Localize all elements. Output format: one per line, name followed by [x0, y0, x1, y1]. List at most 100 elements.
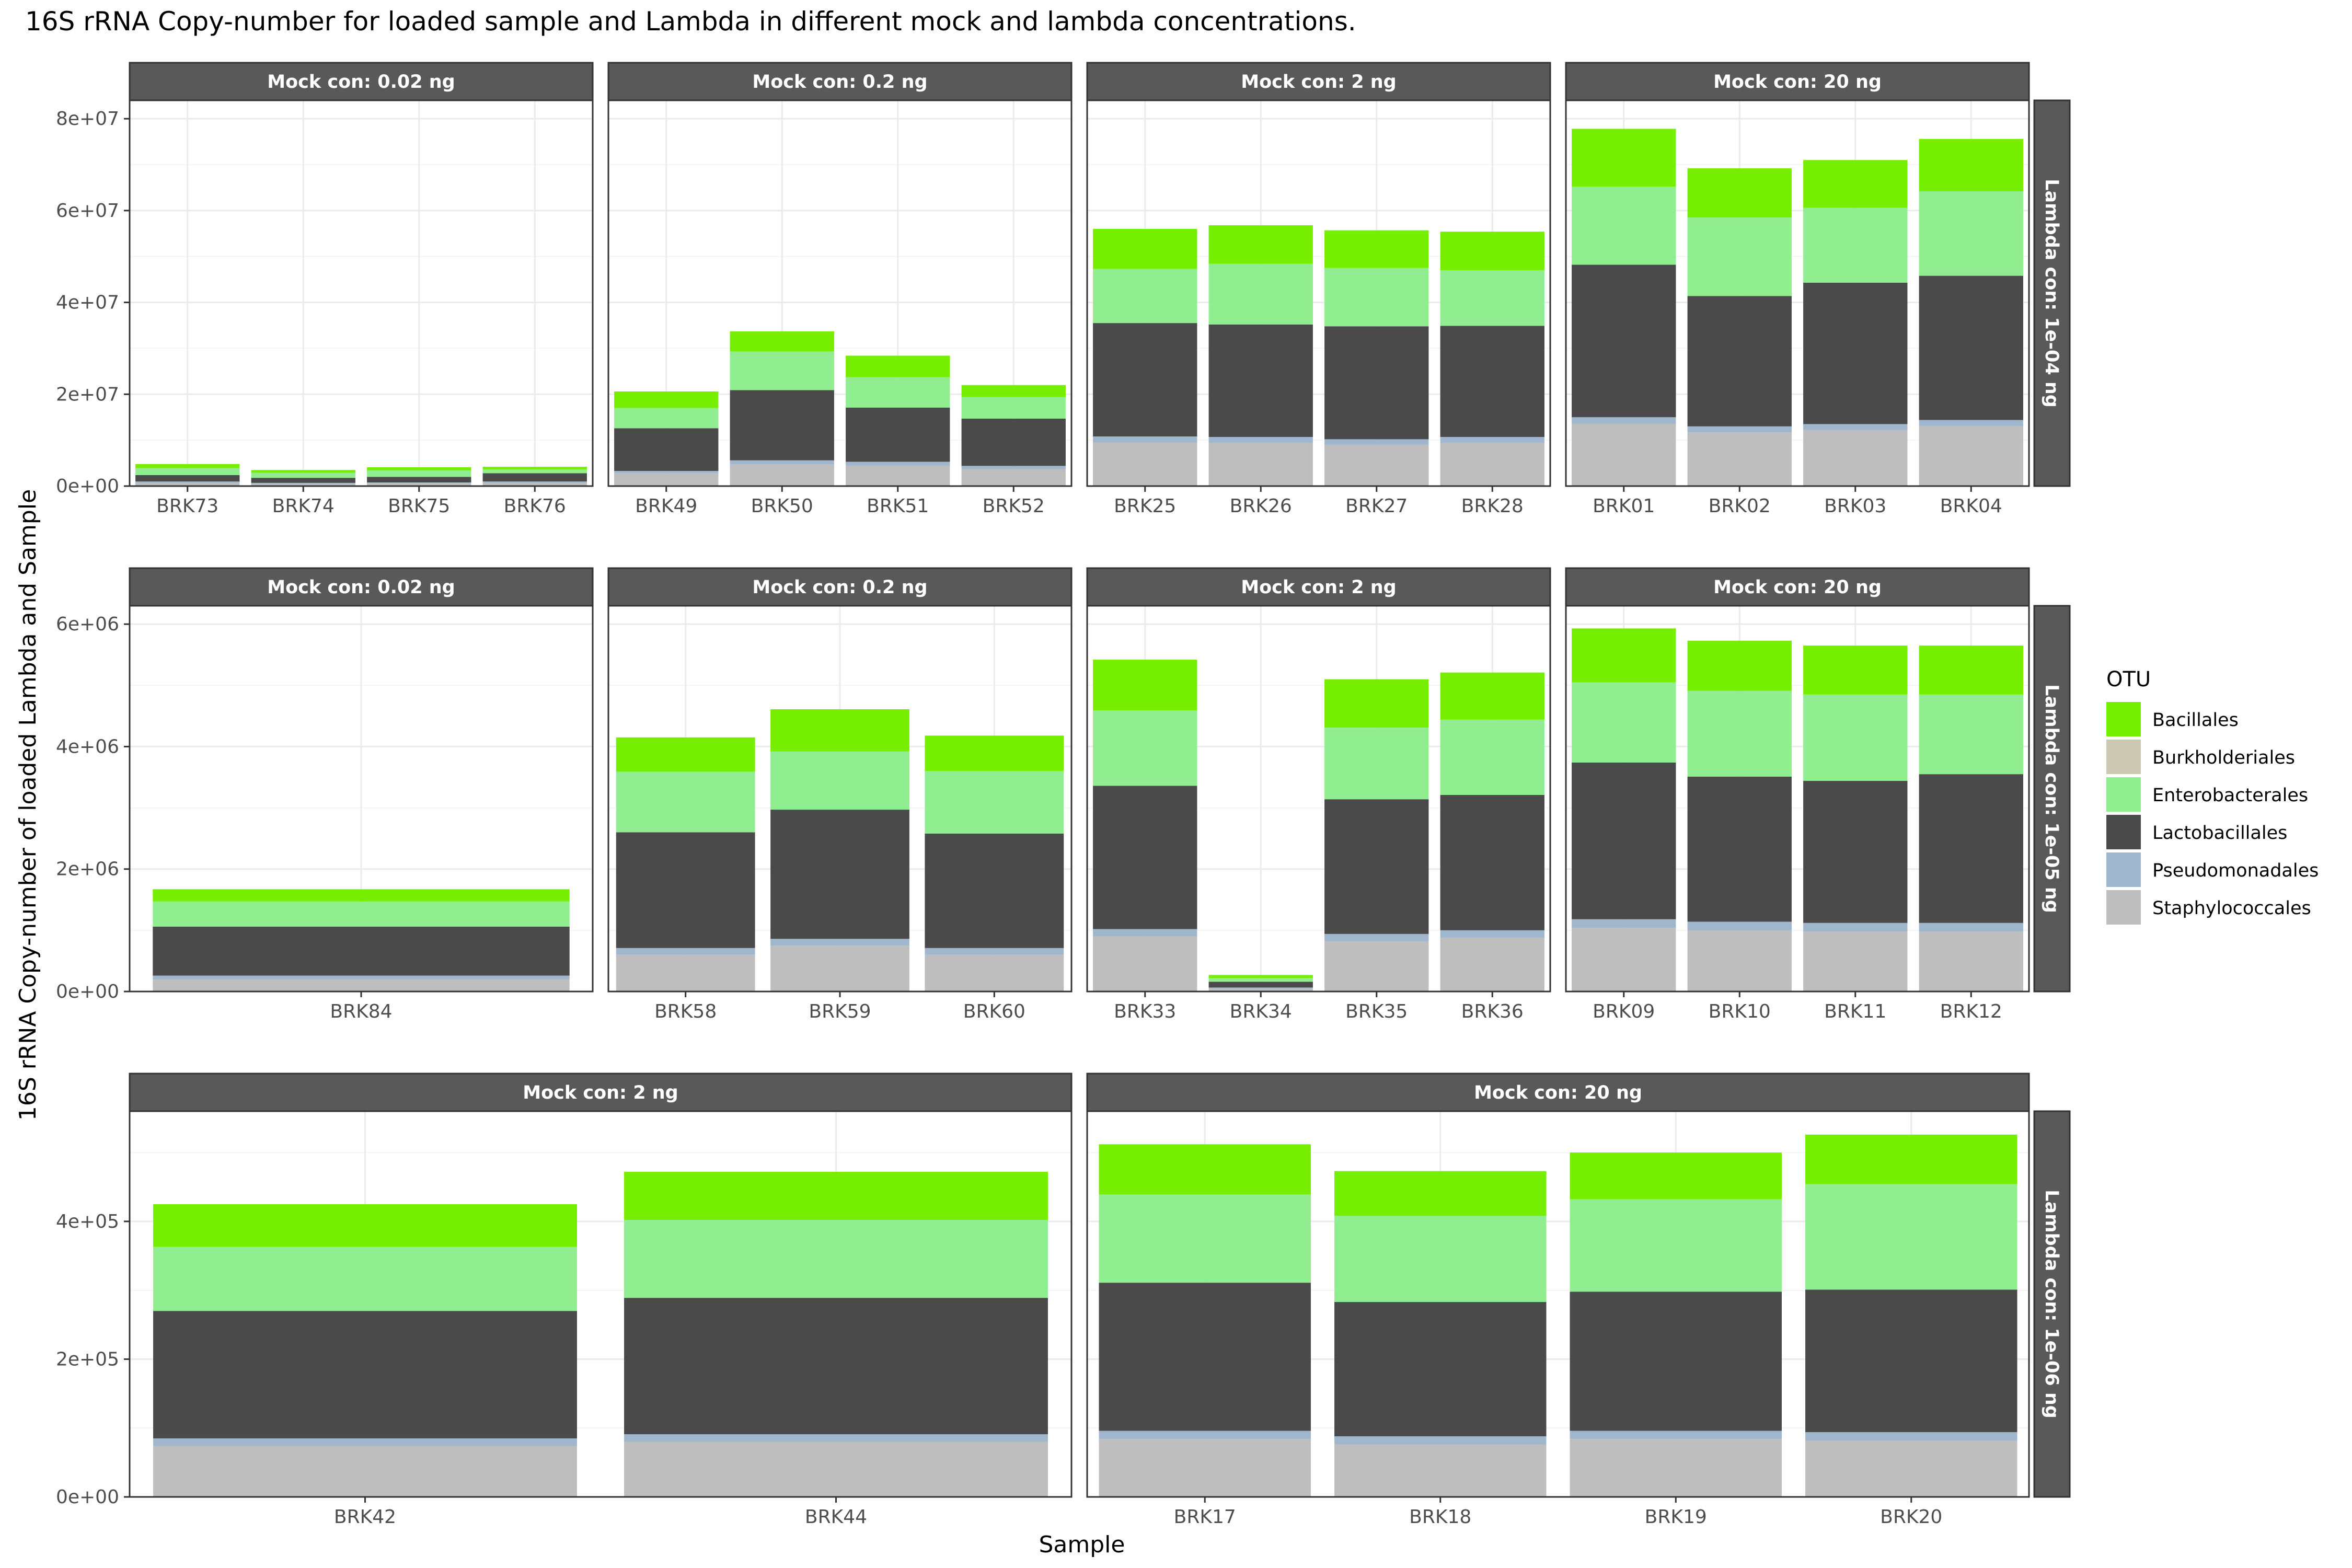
bar-segment-brk18-lactobacillales — [1334, 1302, 1547, 1437]
bar-segment-brk52-pseudomonadales — [961, 466, 1066, 469]
bar-segment-brk01-bacillales — [1572, 129, 1676, 187]
bar-segment-brk60-pseudomonadales — [925, 948, 1064, 955]
bar-segment-brk76-pseudomonadales — [482, 481, 587, 483]
legend-item-burkholderiales: Burkholderiales — [2106, 740, 2295, 774]
bar-segment-brk03-pseudomonadales — [1803, 424, 1908, 430]
bar-brk11 — [1803, 645, 1908, 991]
bar-brk42 — [153, 1204, 577, 1497]
bar-segment-brk09-pseudomonadales — [1572, 919, 1676, 928]
x-tick-label: BRK04 — [1940, 495, 2002, 517]
bar-brk26 — [1208, 225, 1313, 486]
bar-segment-brk19-bacillales — [1570, 1152, 1782, 1200]
x-tick-label: BRK76 — [504, 495, 566, 517]
bar-brk34 — [1208, 975, 1313, 991]
bar-segment-brk33-pseudomonadales — [1093, 929, 1197, 937]
row-strip-label: Lambda con: 1e-04 ng — [2041, 179, 2062, 408]
facet-strip-label: Mock con: 2 ng — [523, 1082, 678, 1103]
bar-segment-brk03-lactobacillales — [1803, 282, 1908, 424]
bar-segment-brk03-enterobacterales — [1803, 207, 1908, 283]
bar-segment-brk51-pseudomonadales — [846, 462, 950, 466]
bar-segment-brk28-lactobacillales — [1440, 326, 1544, 437]
bar-segment-brk20-lactobacillales — [1805, 1289, 2017, 1433]
bar-segment-brk44-pseudomonadales — [624, 1434, 1048, 1442]
bar-segment-brk04-bacillales — [1919, 139, 2023, 191]
bar-segment-brk75-lactobacillales — [367, 477, 471, 482]
bar-segment-brk02-enterobacterales — [1687, 217, 1792, 296]
row-strip — [2033, 1110, 2071, 1498]
facet-strip — [607, 62, 1073, 101]
bar-segment-brk33-lactobacillales — [1093, 786, 1197, 929]
bar-segment-brk26-enterobacterales — [1208, 263, 1313, 325]
bar-segment-brk02-bacillales — [1687, 168, 1792, 218]
legend-label: Pseudomonadales — [2152, 860, 2319, 881]
bar-segment-brk27-pseudomonadales — [1324, 439, 1429, 445]
bar-segment-brk20-pseudomonadales — [1805, 1432, 2017, 1440]
bar-segment-brk34-enterobacterales — [1208, 978, 1313, 982]
legend: OTU Bacillales Burkholderiales Enterobacte… — [2106, 667, 2319, 925]
bar-segment-brk25-bacillales — [1093, 229, 1197, 269]
bar-brk02 — [1687, 168, 1792, 486]
y-tick-label: 6e+07 — [56, 200, 119, 222]
x-tick-label: BRK01 — [1593, 495, 1655, 517]
bar-segment-brk42-bacillales — [153, 1204, 577, 1247]
bar-brk03 — [1803, 160, 1908, 486]
bar-segment-brk25-staphylococcales — [1093, 442, 1197, 486]
x-tick-label: BRK42 — [334, 1506, 396, 1528]
bar-segment-brk60-bacillales — [925, 735, 1064, 771]
row-strip — [2033, 605, 2071, 993]
bar-segment-brk18-pseudomonadales — [1334, 1436, 1547, 1445]
panel-background — [130, 100, 593, 486]
bar-segment-brk36-bacillales — [1440, 672, 1544, 720]
facet-strip-label: Mock con: 2 ng — [1241, 72, 1396, 93]
bar-segment-brk12-lactobacillales — [1919, 774, 2023, 923]
bar-segment-brk10-bacillales — [1687, 640, 1792, 691]
bar-segment-brk42-staphylococcales — [153, 1446, 577, 1497]
bar-segment-brk74-bacillales — [251, 470, 355, 473]
bar-brk33 — [1093, 660, 1197, 991]
legend-key-lactobacillales — [2106, 815, 2141, 849]
bar-segment-brk17-lactobacillales — [1099, 1283, 1311, 1431]
bar-segment-brk34-staphylococcales — [1208, 988, 1313, 991]
bar-brk50 — [730, 331, 834, 486]
bar-segment-brk27-bacillales — [1324, 230, 1429, 268]
y-tick-label: 4e+06 — [56, 736, 119, 757]
bar-segment-brk73-bacillales — [135, 464, 240, 468]
bar-segment-brk84-enterobacterales — [153, 901, 570, 927]
bar-segment-brk18-enterobacterales — [1334, 1216, 1547, 1302]
bar-brk74 — [251, 470, 355, 486]
x-tick-label: BRK36 — [1461, 1001, 1524, 1022]
facet-strip — [129, 62, 594, 101]
bar-segment-brk44-staphylococcales — [624, 1442, 1048, 1497]
legend-items: Bacillales Burkholderiales Enterobacterale… — [2106, 702, 2319, 925]
bar-brk25 — [1093, 229, 1197, 486]
legend-key-bacillales — [2106, 702, 2141, 736]
y-tick-label: 0e+00 — [56, 476, 119, 497]
bar-segment-brk74-enterobacterales — [251, 472, 355, 478]
legend-item-bacillales: Bacillales — [2106, 702, 2239, 736]
bar-segment-brk74-pseudomonadales — [251, 482, 355, 484]
x-tick-label: BRK58 — [654, 1001, 717, 1022]
bar-segment-brk84-bacillales — [153, 889, 570, 902]
legend-item-staphylococcales: Staphylococcales — [2106, 890, 2311, 925]
legend-key-enterobacterales — [2106, 777, 2141, 812]
facet-strip — [1565, 567, 2030, 607]
x-tick-label: BRK74 — [272, 495, 335, 517]
y-tick-label: 0e+00 — [56, 981, 119, 1002]
bar-brk17 — [1099, 1144, 1311, 1497]
facet-panel-lambda-con-1e-04-ng-mock-con-0-02-ng: BRK73 BRK74 BRK75 BRK76 Mock con: 0.02 ng — [129, 62, 594, 517]
bar-segment-brk50-bacillales — [730, 331, 834, 352]
bar-segment-brk58-enterobacterales — [616, 771, 755, 833]
bar-segment-brk34-pseudomonadales — [1208, 987, 1313, 989]
bar-brk76 — [482, 467, 587, 486]
bar-segment-brk73-lactobacillales — [135, 475, 240, 482]
bar-segment-brk52-enterobacterales — [961, 397, 1066, 419]
bar-brk19 — [1570, 1152, 1782, 1497]
legend-item-enterobacterales: Enterobacterales — [2106, 777, 2308, 812]
bar-segment-brk34-lactobacillales — [1208, 982, 1313, 988]
bar-brk01 — [1572, 129, 1676, 486]
bar-brk27 — [1324, 230, 1429, 486]
bar-segment-brk11-staphylococcales — [1803, 931, 1908, 991]
bar-segment-brk27-lactobacillales — [1324, 326, 1429, 440]
x-tick-label: BRK52 — [983, 495, 1045, 517]
bar-segment-brk73-enterobacterales — [135, 468, 240, 475]
